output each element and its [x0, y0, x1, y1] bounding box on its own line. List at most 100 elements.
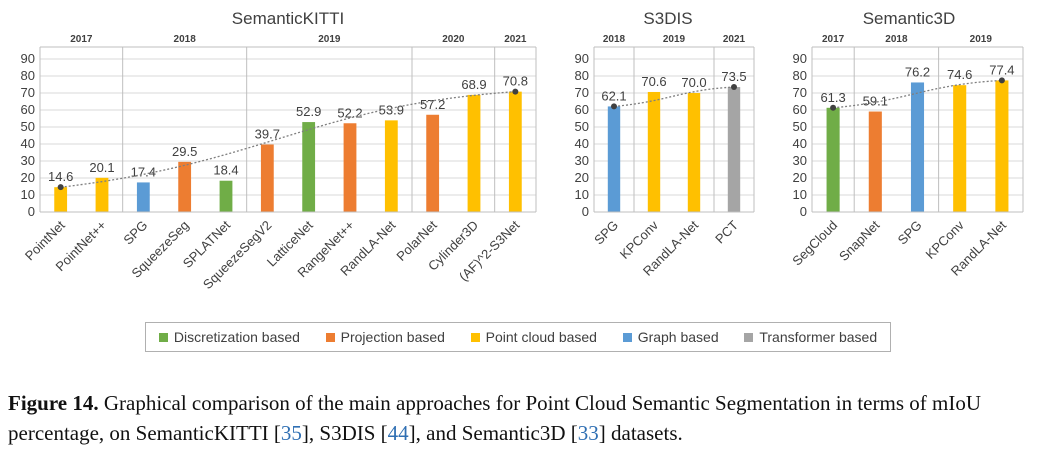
bar: [647, 91, 661, 212]
chart-panel: SemanticKITTI 0 10 20 30 40 50 60 70 80 90 2017 2018…: [21, 9, 537, 292]
bar: [95, 177, 109, 212]
x-tick-label: SPG: [591, 218, 621, 248]
bar: [826, 107, 840, 212]
legend-label: Graph based: [637, 329, 719, 345]
bar: [426, 114, 440, 212]
y-tick-label: 90: [793, 51, 807, 66]
y-tick-label: 10: [793, 187, 807, 202]
caption-text: ], and Semantic3D [: [408, 421, 578, 445]
y-tick-label: 80: [21, 68, 35, 83]
chart-title: S3DIS: [643, 9, 692, 28]
legend-item-graph: Graph based: [622, 329, 719, 345]
bar: [384, 120, 398, 212]
y-tick-label: 70: [575, 85, 589, 100]
bar: [995, 80, 1009, 212]
x-tick-label: SPG: [895, 218, 925, 248]
figure-caption: Figure 14. Graphical comparison of the m…: [8, 388, 1048, 448]
data-label: 61.3: [820, 90, 845, 105]
bar: [467, 94, 481, 212]
y-tick-label: 50: [793, 119, 807, 134]
y-tick-label: 10: [21, 187, 35, 202]
y-tick-label: 70: [793, 85, 807, 100]
bar: [868, 111, 882, 212]
x-tick-label: PCT: [712, 217, 741, 246]
y-tick-label: 30: [793, 153, 807, 168]
citation-link[interactable]: 35: [280, 421, 302, 445]
data-label: 14.6: [48, 169, 73, 184]
trend-marker: [830, 104, 837, 111]
data-label: 59.1: [863, 94, 888, 109]
x-tick-label: SegCloud: [789, 218, 840, 269]
chart-panel: S3DIS 0 10 20 30 40 50 60 70 80 90 2018 2019 2021 62.1…: [575, 9, 755, 279]
y-tick-label: 60: [575, 102, 589, 117]
year-label: 2021: [504, 34, 527, 45]
y-tick-label: 80: [575, 68, 589, 83]
chart-panel: Semantic3D 0 10 20 30 40 50 60 70 80 90 2017 2018 201…: [789, 9, 1024, 279]
bar: [136, 182, 150, 212]
citation-link[interactable]: 33: [577, 421, 599, 445]
data-label: 52.2: [337, 105, 362, 120]
year-label: 2018: [885, 34, 908, 45]
y-tick-label: 40: [793, 136, 807, 151]
y-tick-label: 0: [800, 204, 807, 219]
year-label: 2020: [442, 34, 465, 45]
bar: [607, 106, 621, 212]
bar: [54, 187, 68, 212]
legend-swatch: [158, 332, 168, 342]
bar: [910, 82, 925, 213]
data-label: 57.2: [420, 97, 445, 112]
data-label: 76.2: [905, 64, 930, 79]
bar: [508, 91, 522, 212]
legend-swatch: [744, 332, 754, 342]
data-label: 73.5: [721, 69, 746, 84]
legend-label: Projection based: [340, 329, 445, 345]
y-tick-label: 60: [21, 102, 35, 117]
legend-swatch: [325, 332, 335, 342]
legend-item-projection: Projection based: [325, 329, 445, 345]
data-label: 20.1: [89, 160, 114, 175]
caption-text: ] datasets.: [598, 421, 683, 445]
y-tick-label: 30: [575, 153, 589, 168]
year-label: 2019: [970, 34, 993, 45]
y-tick-label: 40: [575, 136, 589, 151]
data-label: 18.4: [213, 163, 238, 178]
figure-number: Figure 14.: [8, 391, 99, 415]
bar: [178, 161, 192, 212]
y-tick-label: 10: [575, 187, 589, 202]
bar: [687, 93, 701, 212]
year-label: 2017: [70, 34, 93, 45]
data-label: 77.4: [989, 62, 1014, 77]
trend-marker: [998, 77, 1005, 84]
y-tick-label: 50: [575, 119, 589, 134]
year-label: 2017: [822, 34, 845, 45]
chart-title: Semantic3D: [863, 9, 956, 28]
trend-line: [833, 79, 1002, 109]
y-tick-label: 30: [21, 153, 35, 168]
y-tick-label: 20: [21, 170, 35, 185]
trend-marker: [512, 88, 519, 95]
chart-title: SemanticKITTI: [232, 9, 344, 28]
y-tick-label: 60: [793, 102, 807, 117]
bar: [343, 123, 357, 212]
year-label: 2018: [174, 34, 197, 45]
citation-link[interactable]: 44: [387, 421, 409, 445]
caption-text: Graphical comparison of the main approac…: [8, 391, 981, 445]
data-label: 62.1: [601, 88, 626, 103]
year-label: 2019: [318, 34, 341, 45]
data-label: 52.9: [296, 104, 321, 119]
y-tick-label: 70: [21, 85, 35, 100]
comparison-charts: SemanticKITTI 0 10 20 30 40 50 60 70 80 90 2017 2018…: [21, 9, 1024, 292]
y-tick-label: 0: [28, 204, 35, 219]
bar: [219, 180, 233, 212]
year-label: 2019: [663, 34, 686, 45]
chart-legend: Discretization based Projection based Po…: [145, 322, 891, 352]
legend-label: Transformer based: [759, 329, 878, 345]
bar: [302, 122, 316, 212]
caption-text: ], S3DIS [: [301, 421, 388, 445]
trend-marker: [57, 184, 64, 191]
trend-line: [60, 90, 516, 188]
data-label: 70.6: [641, 74, 666, 89]
trend-marker: [731, 84, 737, 91]
legend-item-transformer: Transformer based: [744, 329, 877, 345]
legend-item-discretization: Discretization based: [158, 329, 300, 345]
